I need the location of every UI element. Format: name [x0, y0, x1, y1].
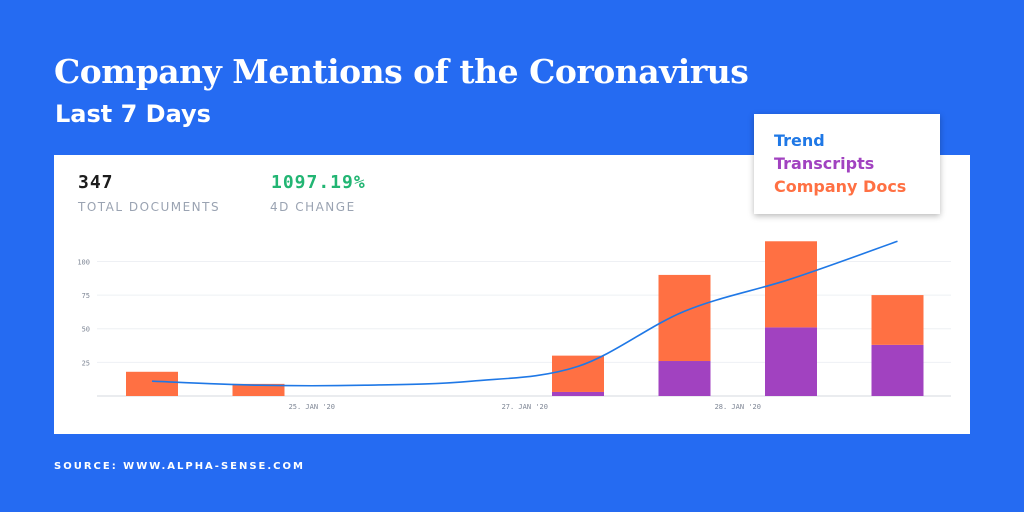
source-note: SOURCE: WWW.ALPHA-SENSE.COM [54, 461, 305, 472]
bar-transcripts [552, 391, 604, 396]
legend-company-docs: Company Docs [774, 177, 907, 196]
total-documents-label: TOTAL DOCUMENTS [78, 200, 221, 214]
bar-company-docs [871, 295, 924, 345]
total-documents-value: 347 [78, 172, 114, 193]
chart-title: Company Mentions of the Coronavirus [54, 52, 749, 91]
x-tick-label: 25. JAN '20 [289, 403, 335, 411]
change-value: 1097.19% [271, 172, 366, 193]
legend: Trend Transcripts Company Docs [754, 114, 940, 214]
bar-company-docs [126, 371, 178, 396]
y-tick-label: 50 [82, 326, 90, 334]
bar-company-docs [658, 274, 711, 362]
bar-transcripts [765, 327, 817, 396]
chart-subtitle: Last 7 Days [55, 100, 211, 128]
y-tick-label: 75 [82, 292, 90, 300]
legend-transcripts: Transcripts [774, 154, 875, 173]
legend-trend: Trend [774, 131, 825, 150]
change-label: 4D CHANGE [270, 200, 356, 214]
trend-line [151, 240, 898, 387]
chart-plot: 25 50 75 100 25. JAN '20 27. JAN '20 28. JAN '… [77, 240, 951, 411]
y-tick-label: 25 [82, 359, 90, 367]
bar-company-docs [232, 383, 285, 396]
y-tick-label: 100 [77, 258, 90, 266]
x-tick-label: 27. JAN '20 [502, 403, 548, 411]
bar-transcripts [871, 344, 924, 396]
bar-company-docs [552, 355, 604, 392]
bar-transcripts [658, 361, 711, 396]
x-tick-label: 28. JAN '20 [715, 403, 761, 411]
